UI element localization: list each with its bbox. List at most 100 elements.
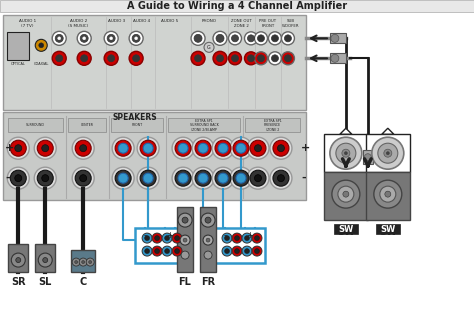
Circle shape <box>284 35 292 42</box>
Circle shape <box>215 140 231 156</box>
Circle shape <box>198 173 208 183</box>
Circle shape <box>195 140 211 156</box>
Circle shape <box>255 145 262 152</box>
Circle shape <box>255 249 259 253</box>
Circle shape <box>272 35 278 42</box>
Circle shape <box>119 145 127 152</box>
Circle shape <box>52 51 66 65</box>
Circle shape <box>129 51 143 65</box>
Text: SPEAKERS: SPEAKERS <box>112 113 157 122</box>
Circle shape <box>342 149 350 157</box>
Circle shape <box>140 170 156 186</box>
Text: SR: SR <box>11 277 26 287</box>
Bar <box>135 228 185 263</box>
Circle shape <box>204 251 212 259</box>
Circle shape <box>232 233 242 243</box>
Circle shape <box>80 175 87 182</box>
Circle shape <box>273 140 289 156</box>
Circle shape <box>172 246 182 256</box>
Circle shape <box>231 55 238 62</box>
Circle shape <box>142 246 152 256</box>
Bar <box>111 118 163 132</box>
Circle shape <box>245 249 249 253</box>
Bar <box>3 15 306 110</box>
Circle shape <box>37 170 53 186</box>
Circle shape <box>75 170 91 186</box>
Bar <box>7 32 29 60</box>
Circle shape <box>282 52 294 65</box>
Circle shape <box>270 167 292 189</box>
Circle shape <box>365 154 371 161</box>
Circle shape <box>343 191 349 197</box>
Circle shape <box>178 173 188 183</box>
Circle shape <box>245 236 249 241</box>
Circle shape <box>137 137 159 159</box>
Circle shape <box>11 253 25 267</box>
Circle shape <box>16 258 21 263</box>
Circle shape <box>237 145 245 152</box>
Circle shape <box>164 236 170 241</box>
Circle shape <box>180 175 187 182</box>
Circle shape <box>331 54 339 62</box>
Circle shape <box>268 32 282 45</box>
Bar <box>376 224 400 234</box>
Circle shape <box>42 175 49 182</box>
Circle shape <box>104 31 118 45</box>
Circle shape <box>183 238 187 242</box>
Circle shape <box>206 238 210 242</box>
Bar <box>168 118 240 132</box>
Text: AUDIO 1
(7 TV): AUDIO 1 (7 TV) <box>18 19 36 28</box>
Text: PHONO: PHONO <box>201 19 217 23</box>
Circle shape <box>142 233 152 243</box>
Circle shape <box>212 137 234 159</box>
Text: SURROUND: SURROUND <box>26 123 45 127</box>
Circle shape <box>77 31 91 45</box>
Circle shape <box>195 170 211 186</box>
Circle shape <box>164 249 170 253</box>
Circle shape <box>247 167 269 189</box>
Bar <box>330 33 346 43</box>
Circle shape <box>215 170 231 186</box>
Circle shape <box>72 258 80 266</box>
Circle shape <box>201 213 215 227</box>
Circle shape <box>378 143 398 163</box>
Circle shape <box>10 140 26 156</box>
Circle shape <box>119 175 127 182</box>
Circle shape <box>178 213 192 227</box>
Text: SL: SL <box>38 277 52 287</box>
Circle shape <box>232 246 242 256</box>
Circle shape <box>200 145 207 152</box>
Circle shape <box>82 37 86 40</box>
Circle shape <box>233 170 249 186</box>
Text: COAXIAL: COAXIAL <box>34 62 49 66</box>
Text: FR: FR <box>201 277 215 287</box>
Circle shape <box>172 233 182 243</box>
Circle shape <box>230 137 252 159</box>
Circle shape <box>172 137 194 159</box>
Circle shape <box>273 170 289 186</box>
Circle shape <box>252 233 262 243</box>
Circle shape <box>181 251 189 259</box>
Circle shape <box>386 152 389 155</box>
Text: -: - <box>301 173 306 183</box>
Circle shape <box>222 233 232 243</box>
Circle shape <box>86 258 94 266</box>
Circle shape <box>203 235 213 245</box>
Circle shape <box>213 31 227 45</box>
Circle shape <box>175 170 191 186</box>
Circle shape <box>194 55 201 62</box>
Text: -: - <box>224 231 227 240</box>
Circle shape <box>205 217 211 223</box>
Circle shape <box>268 52 282 65</box>
Circle shape <box>225 249 229 253</box>
Circle shape <box>10 170 26 186</box>
Circle shape <box>132 34 140 42</box>
Circle shape <box>237 175 245 182</box>
Bar <box>0 0 474 12</box>
Circle shape <box>219 175 227 182</box>
Circle shape <box>129 31 143 45</box>
Circle shape <box>236 143 246 153</box>
Circle shape <box>115 170 131 186</box>
Circle shape <box>212 167 234 189</box>
Circle shape <box>55 34 63 42</box>
